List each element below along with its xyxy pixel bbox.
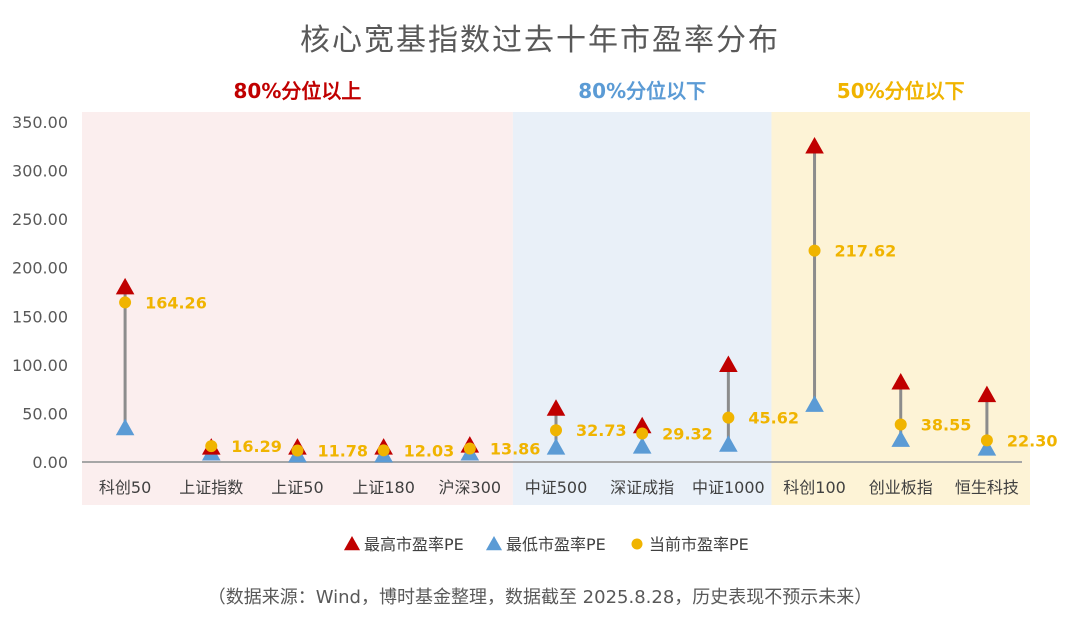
y-tick-label: 150.00 xyxy=(12,307,68,326)
x-category-label: 沪深300 xyxy=(439,478,502,497)
legend-circle-icon xyxy=(631,538,643,550)
current-pe-marker xyxy=(291,444,304,457)
legend: 最高市盈率PE 最低市盈率PE 当前市盈率PE xyxy=(343,535,749,554)
current-pe-marker xyxy=(980,434,993,447)
current-pe-label: 164.26 xyxy=(145,293,207,312)
current-pe-marker xyxy=(636,427,649,440)
current-pe-label: 22.30 xyxy=(1007,431,1058,450)
x-category-label: 深证成指 xyxy=(610,478,674,497)
x-category-label: 恒生科技 xyxy=(955,478,1019,497)
y-axis: 0.00 50.00 100.00 150.00 200.00 250.00 300.00 3… xyxy=(12,113,68,472)
source-note: （数据来源：Wind，博时基金整理，数据截至 2025.8.28，历史表现不预示… xyxy=(208,587,873,608)
y-tick-label: 350.00 xyxy=(12,113,68,132)
y-tick-label: 200.00 xyxy=(12,259,68,278)
data-marks xyxy=(115,136,997,463)
min-pe-marker xyxy=(115,418,135,436)
x-category-label: 中证500 xyxy=(525,478,588,497)
max-pe-marker xyxy=(891,373,911,390)
x-category-label: 上证50 xyxy=(271,478,323,497)
min-pe-marker xyxy=(977,439,997,456)
y-tick-label: 50.00 xyxy=(22,404,68,423)
y-tick-label: 100.00 xyxy=(12,356,68,375)
current-pe-marker xyxy=(119,296,132,309)
max-pe-marker xyxy=(977,385,997,403)
current-pe-marker xyxy=(894,418,907,431)
y-tick-label: 250.00 xyxy=(12,210,68,229)
legend-triangle-icon xyxy=(343,535,361,551)
current-pe-marker xyxy=(550,424,562,437)
max-pe-marker xyxy=(115,277,135,295)
zone-label: 80%分位以上 xyxy=(234,79,362,103)
chart-title: 核心宽基指数过去十年市盈率分布 xyxy=(300,23,780,58)
min-pe-marker xyxy=(719,435,738,452)
legend-triangle-icon xyxy=(485,535,503,551)
max-pe-marker xyxy=(632,416,652,434)
x-category-label: 上证指数 xyxy=(179,478,243,497)
current-pe-label: 29.32 xyxy=(662,425,713,444)
current-pe-marker xyxy=(722,411,735,424)
zone-label: 50%分位以下 xyxy=(837,79,965,103)
x-category-label: 创业板指 xyxy=(869,478,933,497)
current-pe-marker xyxy=(377,444,390,457)
current-pe-label: 16.29 xyxy=(231,437,282,456)
legend-label: 最高市盈率PE xyxy=(364,535,464,554)
current-pe-label: 32.73 xyxy=(576,421,627,440)
current-pe-label: 12.03 xyxy=(404,441,455,460)
x-category-label: 中证1000 xyxy=(692,478,765,497)
current-pe-label: 38.55 xyxy=(921,416,972,435)
min-pe-marker xyxy=(546,438,566,455)
max-pe-marker xyxy=(805,136,824,154)
min-pe-marker xyxy=(891,430,911,447)
y-tick-label: 300.00 xyxy=(12,162,68,181)
current-pe-marker xyxy=(808,244,821,257)
zone-labels: 80%分位以上 80%分位以下 50%分位以下 xyxy=(234,79,965,103)
current-pe-marker xyxy=(205,440,218,453)
legend-label: 当前市盈率PE xyxy=(649,535,749,554)
max-pe-marker xyxy=(719,355,738,373)
max-pe-marker xyxy=(546,399,566,416)
current-pe-label: 13.86 xyxy=(490,440,541,459)
data-labels: 164.26 16.29 11.78 12.03 13.86 32.73 29.32 45.6… xyxy=(145,242,1057,461)
y-tick-label: 0.00 xyxy=(32,453,68,472)
min-pe-marker xyxy=(632,437,652,454)
x-category-label: 上证180 xyxy=(352,478,415,497)
zone-label: 80%分位以下 xyxy=(578,79,706,103)
current-pe-marker xyxy=(463,442,476,455)
current-pe-label: 45.62 xyxy=(748,409,799,428)
min-pe-marker xyxy=(805,395,824,412)
current-pe-label: 11.78 xyxy=(317,442,368,461)
x-category-label: 科创100 xyxy=(783,478,846,497)
legend-label: 最低市盈率PE xyxy=(506,535,606,554)
x-axis: 科创50 上证指数 上证50 上证180 沪深300 中证500 深证成指 中证1000 科创1… xyxy=(99,478,1019,497)
x-category-label: 科创50 xyxy=(99,478,151,497)
current-pe-label: 217.62 xyxy=(835,242,897,261)
